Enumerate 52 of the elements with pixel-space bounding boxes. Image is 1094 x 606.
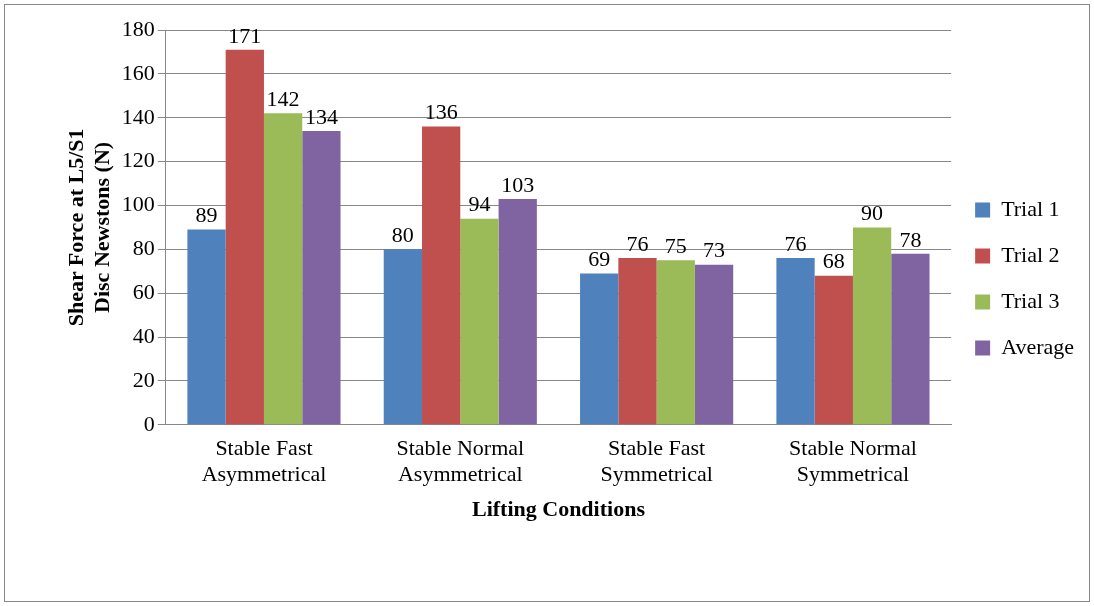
bar: [618, 258, 657, 425]
bar: [852, 227, 892, 425]
bar: [498, 198, 537, 425]
x-axis-title: Lifting Conditions: [471, 496, 646, 522]
data-label: 103: [501, 171, 535, 197]
data-label: 80: [391, 222, 414, 248]
bar: [383, 249, 423, 425]
bar: [814, 275, 853, 425]
data-label: 134: [304, 103, 338, 129]
data-label: 90: [861, 200, 884, 226]
bar: [776, 258, 815, 425]
y-tick-label: 180: [121, 15, 155, 41]
legend-label: Average: [1001, 333, 1074, 359]
x-tick-label: Stable Fast Asymmetrical: [201, 434, 327, 487]
y-tick-label: 140: [121, 103, 155, 129]
data-label: 73: [703, 237, 726, 263]
bar: [225, 49, 264, 425]
bar: [580, 273, 619, 425]
data-label: 171: [228, 22, 262, 48]
bar: [460, 218, 499, 425]
x-tick-label: Stable Fast Symmetrical: [600, 434, 713, 487]
data-label: 136: [424, 99, 458, 125]
data-label: 142: [266, 86, 300, 112]
bar: [656, 260, 695, 425]
data-label: 69: [588, 246, 611, 272]
y-tick-label: 0: [143, 410, 155, 436]
x-tick-label: Stable Normal Symmetrical: [789, 434, 917, 487]
data-label: 75: [664, 233, 687, 259]
bar: [422, 126, 461, 425]
y-tick-label: 120: [121, 147, 155, 173]
data-label: 78: [899, 226, 922, 252]
y-tick-label: 80: [132, 235, 155, 261]
bar: [891, 253, 930, 425]
bar: [302, 130, 341, 425]
data-label: 76: [784, 230, 807, 256]
y-tick-label: 40: [132, 322, 155, 348]
y-axis-title: Shear Force at L5/S1 Disc Newstons (N): [62, 128, 115, 327]
bar: [263, 113, 303, 425]
legend-label: Trial 3: [1001, 287, 1060, 313]
legend-label: Trial 2: [1001, 241, 1060, 267]
bar: [694, 264, 734, 425]
legend-label: Trial 1: [1001, 195, 1060, 221]
data-label: 68: [822, 248, 845, 274]
y-tick-label: 100: [121, 191, 155, 217]
bar: [187, 229, 226, 425]
y-tick-label: 160: [121, 59, 155, 85]
y-tick-label: 20: [132, 366, 155, 392]
x-tick-label: Stable Normal Asymmetrical: [396, 434, 525, 487]
data-label: 76: [626, 230, 649, 256]
y-tick-label: 60: [132, 278, 155, 304]
data-label: 94: [468, 191, 491, 217]
data-label: 89: [195, 202, 218, 228]
